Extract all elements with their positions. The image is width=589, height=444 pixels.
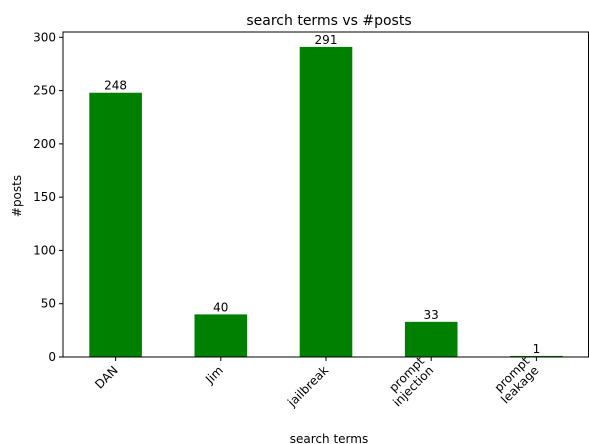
bar-value-label: 40 bbox=[213, 300, 228, 314]
x-tick-label-line: jailbreak bbox=[284, 363, 331, 410]
y-tick-label: 0 bbox=[48, 350, 56, 364]
x-tick-label-line: DAN bbox=[92, 363, 120, 391]
y-tick-label: 200 bbox=[33, 137, 56, 151]
y-tick-label: 250 bbox=[33, 84, 56, 98]
bar-value-label: 291 bbox=[315, 33, 338, 47]
x-tick-label: Jim bbox=[202, 363, 226, 387]
plot-area: 248 DAN 40 Jim 291 jailbreak 33 promptinjection… bbox=[33, 30, 589, 410]
bar bbox=[194, 314, 248, 357]
x-tick-label: promptleakage bbox=[489, 354, 542, 407]
bar bbox=[510, 355, 563, 357]
y-tick-label: 50 bbox=[41, 297, 56, 311]
bar-value-label: 33 bbox=[424, 308, 439, 322]
y-tick-label: 150 bbox=[33, 190, 56, 204]
bar bbox=[89, 92, 142, 357]
bar bbox=[404, 321, 458, 357]
x-tick-label-line: Jim bbox=[202, 363, 226, 387]
bar bbox=[299, 46, 353, 358]
bar-value-label: 1 bbox=[533, 342, 541, 356]
x-tick-label: DAN bbox=[92, 363, 120, 391]
x-axis-label: search terms bbox=[290, 432, 368, 444]
y-axis-label: #posts bbox=[10, 175, 24, 217]
x-tick-label: promptinjection bbox=[381, 354, 437, 410]
y-tick-label: 300 bbox=[33, 30, 56, 44]
bar-value-label: 248 bbox=[104, 79, 127, 93]
chart-title: search terms vs #posts bbox=[246, 13, 411, 29]
x-tick-label: jailbreak bbox=[284, 363, 331, 410]
y-tick-label: 100 bbox=[33, 243, 56, 257]
